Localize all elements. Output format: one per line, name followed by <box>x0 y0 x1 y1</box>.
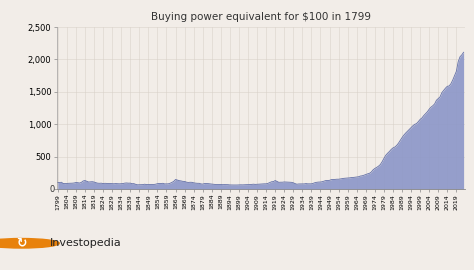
Circle shape <box>0 238 59 248</box>
Text: 0: 0 <box>50 184 55 194</box>
Text: Investopedia: Investopedia <box>50 238 121 248</box>
Text: ↻: ↻ <box>16 237 27 250</box>
Title: Buying power equivalent for $100 in 1799: Buying power equivalent for $100 in 1799 <box>151 12 371 22</box>
